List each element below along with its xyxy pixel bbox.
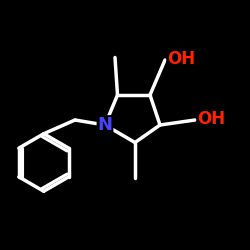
Text: OH: OH xyxy=(167,50,195,68)
Text: N: N xyxy=(98,116,112,134)
Text: OH: OH xyxy=(197,110,225,128)
